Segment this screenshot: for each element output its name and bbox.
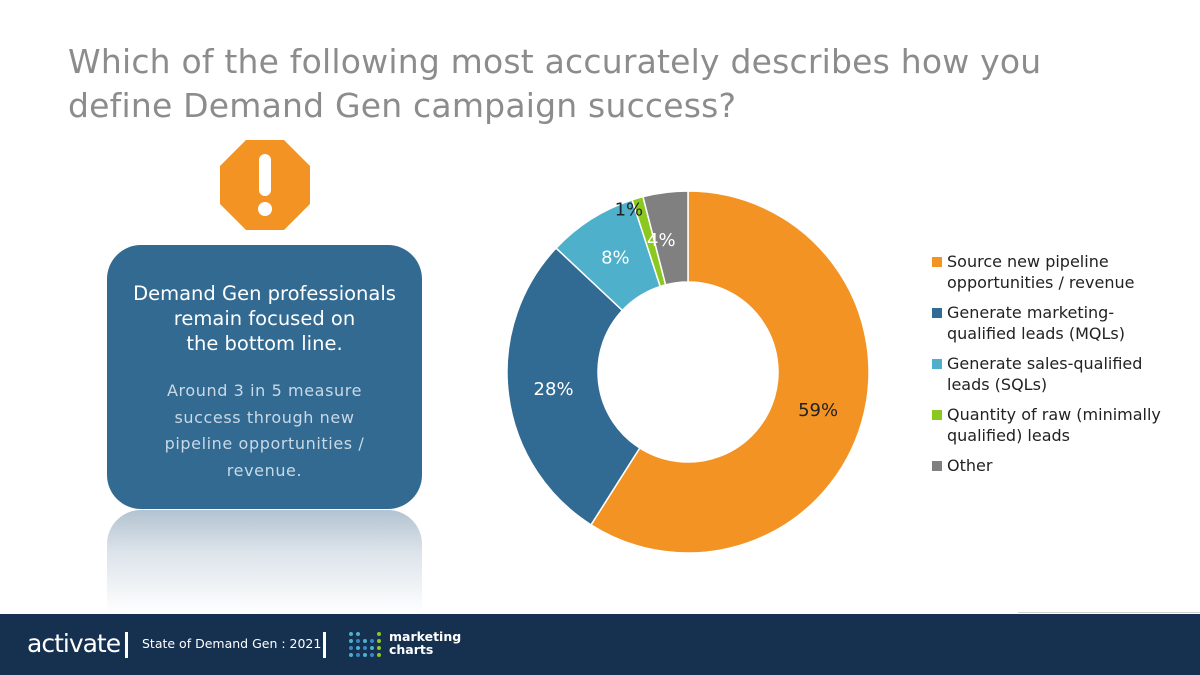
legend-swatch <box>932 308 942 318</box>
chart-legend: Source new pipeline opportunities / reve… <box>932 251 1192 485</box>
footer-separator <box>125 632 128 658</box>
callout-heading: Demand Gen professionals remain focused … <box>121 281 408 356</box>
callout-heading-line: the bottom line. <box>186 332 343 355</box>
slice-label-1: 59% <box>798 400 838 421</box>
legend-swatch <box>932 359 942 369</box>
legend-item: Generate sales-qualified leads (SQLs) <box>932 353 1192 395</box>
legend-item: Quantity of raw (minimally qualified) le… <box>932 404 1192 446</box>
slice-label-4: 1% <box>615 200 644 221</box>
callout-heading-line: remain focused on <box>173 307 356 330</box>
slide-title: Which of the following most accurately d… <box>68 42 1042 125</box>
report-name: State of Demand Gen : 2021 <box>142 636 322 651</box>
legend-label: Source new pipeline opportunities / reve… <box>947 252 1135 292</box>
donut-slice-2 <box>506 247 641 526</box>
exclamation-stop-icon <box>220 140 310 230</box>
legend-item: Generate marketing-qualified leads (MQLs… <box>932 302 1192 344</box>
legend-item: Source new pipeline opportunities / reve… <box>932 251 1192 293</box>
partner-line: charts <box>389 642 434 657</box>
footer-bar: activate State of Demand Gen : 2021 mark… <box>0 614 1200 675</box>
slice-label-2: 28% <box>534 379 574 400</box>
legend-label: Generate sales-qualified leads (SQLs) <box>947 354 1143 394</box>
legend-label: Quantity of raw (minimally qualified) le… <box>947 405 1161 445</box>
donut-slice-1 <box>589 190 870 554</box>
partner-line: marketing <box>389 629 462 644</box>
slice-label-5: 4% <box>647 230 676 251</box>
callout-heading-line: Demand Gen professionals <box>133 282 396 305</box>
legend-label: Generate marketing-qualified leads (MQLs… <box>947 303 1125 343</box>
legend-label: Other <box>947 456 993 475</box>
callout-box: Demand Gen professionals remain focused … <box>107 245 422 509</box>
callout-reflection <box>107 510 422 614</box>
slice-label-3: 8% <box>601 248 630 269</box>
dots-grid-icon <box>349 632 381 657</box>
legend-swatch <box>932 461 942 471</box>
donut-slice-5 <box>642 190 689 286</box>
donut-chart: 59% 28% 8% 1%4% <box>506 190 870 554</box>
legend-swatch <box>932 257 942 267</box>
legend-item: Other <box>932 455 1192 476</box>
activate-logo: activate <box>27 629 121 658</box>
marketing-charts-logo: marketing charts <box>389 630 461 656</box>
divider-line <box>1018 612 1200 613</box>
footer-separator <box>323 632 326 658</box>
legend-swatch <box>932 410 942 420</box>
callout-body: Around 3 in 5 measure success through ne… <box>164 381 365 480</box>
